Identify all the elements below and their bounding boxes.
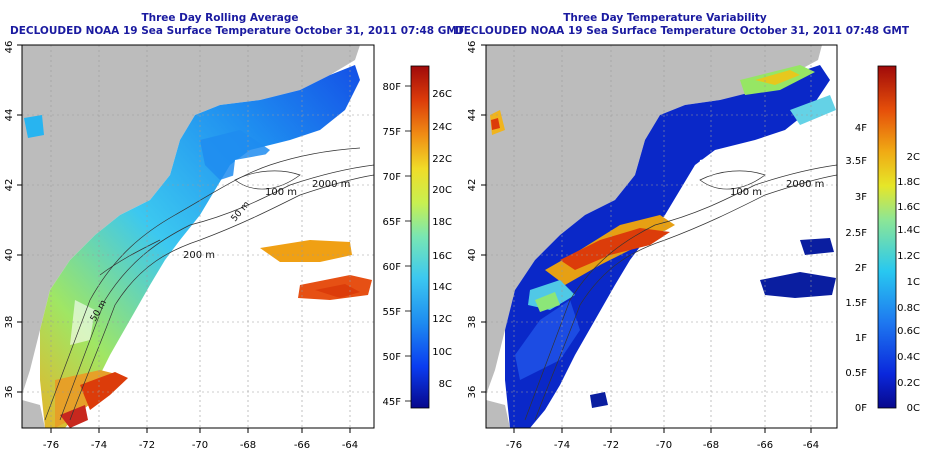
left-x-axis: -76 -74 -72 -70 -68 -66 -64 [43,428,358,451]
cbar-c-label: 20C [432,185,452,196]
cbar-f-label: 0.5F [845,368,867,379]
cbar-f-label: 65F [383,217,402,228]
left-contour-label-2000: 2000 m [312,179,350,190]
cbar-c-label: 16C [432,251,452,262]
left-x-tick: -74 [91,440,107,451]
cbar-c-label: 1.4C [897,225,920,236]
right-y-tick: 36 [467,386,478,399]
right-grid [486,45,837,428]
cbar-c-label: 0.8C [897,303,920,314]
right-colorbar-c-labels: 2C 1.8C 1.6C 1.4C 1.2C 1C 0.8C 0.6C 0.4C… [897,152,920,414]
right-map-title: Three Day Temperature Variability DECLOU… [455,12,910,38]
cbar-f-label: 75F [383,127,402,138]
cbar-c-label: 10C [432,347,452,358]
cbar-c-label: 1.8C [897,177,920,188]
cbar-f-label: 60F [383,262,402,273]
left-y-tick: 46 [4,41,15,54]
left-x-tick: -76 [43,440,59,451]
cbar-f-label: 80F [383,82,402,93]
cbar-c-label: 8C [439,379,452,390]
cbar-f-label: 0F [855,403,867,414]
right-contour-label-100: 100 m [730,187,762,198]
right-title-line1: Three Day Temperature Variability [563,12,767,24]
left-grid [22,45,374,428]
right-x-tick: -68 [703,440,719,451]
left-map-panel: 2000 m 100 m 200 m 50 m 50 m 36 38 40 42… [4,41,375,451]
left-y-tick: 40 [4,249,15,262]
cbar-c-label: 2C [907,152,920,163]
cbar-c-label: 1C [907,277,920,288]
left-x-tick: -70 [192,440,208,451]
cbar-f-label: 45F [383,397,402,408]
left-bathymetry-contours [44,147,374,421]
left-colorbar-f-labels: 80F 75F 70F 65F 60F 55F 50F 45F [383,82,402,408]
left-land-mass [22,45,360,395]
cbar-c-label: 22C [432,154,452,165]
cbar-f-label: 4F [855,123,867,134]
left-title-line2: DECLOUDED NOAA 19 Sea Surface Temperatur… [10,25,465,37]
right-y-tick: 44 [467,109,478,122]
left-map-title: Three Day Rolling Average DECLOUDED NOAA… [10,12,465,38]
cbar-c-label: 26C [432,89,452,100]
left-y-tick: 44 [4,109,15,122]
right-y-tick: 42 [467,179,478,192]
right-x-axis: -76 -74 -72 -70 -68 -66 -64 [506,428,819,451]
left-colorbar-c-labels: 26C 24C 22C 20C 18C 16C 14C 12C 10C 8C [432,89,452,390]
right-x-tick: -64 [803,440,819,451]
right-y-tick: 46 [467,41,478,54]
left-y-axis: 36 38 40 42 44 46 [4,41,22,399]
left-sst-field [40,65,360,428]
right-colorbar-f-labels: 4F 3.5F 3F 2.5F 2F 1.5F 1F 0.5F 0F [845,123,867,414]
cbar-c-label: 14C [432,282,452,293]
left-y-tick: 38 [4,316,15,329]
right-land-mass [486,45,822,395]
cbar-f-label: 3.5F [845,156,867,167]
cbar-c-label: 0.2C [897,378,920,389]
left-y-tick: 36 [4,386,15,399]
left-title-line1: Three Day Rolling Average [141,12,299,24]
cbar-f-label: 2.5F [845,228,867,239]
right-x-tick: -74 [554,440,570,451]
cbar-c-label: 0.4C [897,352,920,363]
left-y-tick: 42 [4,179,15,192]
cbar-c-label: 1.2C [897,251,920,262]
cbar-f-label: 3F [855,192,867,203]
cbar-f-label: 70F [383,172,402,183]
right-y-tick: 38 [467,316,478,329]
cbar-c-label: 24C [432,122,452,133]
cbar-c-label: 0C [907,403,920,414]
right-x-tick: -70 [656,440,672,451]
left-colorbar: 80F 75F 70F 65F 60F 55F 50F 45F 26C 24C … [383,65,452,409]
right-map-panel: 2000 m 100 m 36 38 40 42 44 46 -76 -74 -… [467,41,838,451]
right-y-tick: 40 [467,249,478,262]
cbar-f-label: 50F [383,352,402,363]
right-y-axis: 36 38 40 42 44 46 [467,41,486,399]
left-x-tick: -66 [294,440,310,451]
right-contour-label-2000: 2000 m [786,179,824,190]
left-x-tick: -64 [342,440,358,451]
right-x-tick: -66 [757,440,773,451]
cbar-f-label: 2F [855,263,867,274]
cbar-c-label: 1.6C [897,202,920,213]
right-x-tick: -72 [603,440,619,451]
left-x-tick: -68 [240,440,256,451]
cbar-c-label: 12C [432,314,452,325]
right-x-tick: -76 [506,440,522,451]
cbar-f-label: 55F [383,307,402,318]
cbar-c-label: 0.6C [897,326,920,337]
left-contour-label-100: 100 m [265,187,297,198]
cbar-f-label: 1.5F [845,298,867,309]
cbar-c-label: 18C [432,217,452,228]
right-title-line2: DECLOUDED NOAA 19 Sea Surface Temperatur… [455,25,910,37]
left-x-tick: -72 [139,440,155,451]
right-colorbar: 4F 3.5F 3F 2.5F 2F 1.5F 1F 0.5F 0F 2C 1.… [845,65,920,414]
cbar-f-label: 1F [855,333,867,344]
left-contour-label-200: 200 m [183,250,215,261]
